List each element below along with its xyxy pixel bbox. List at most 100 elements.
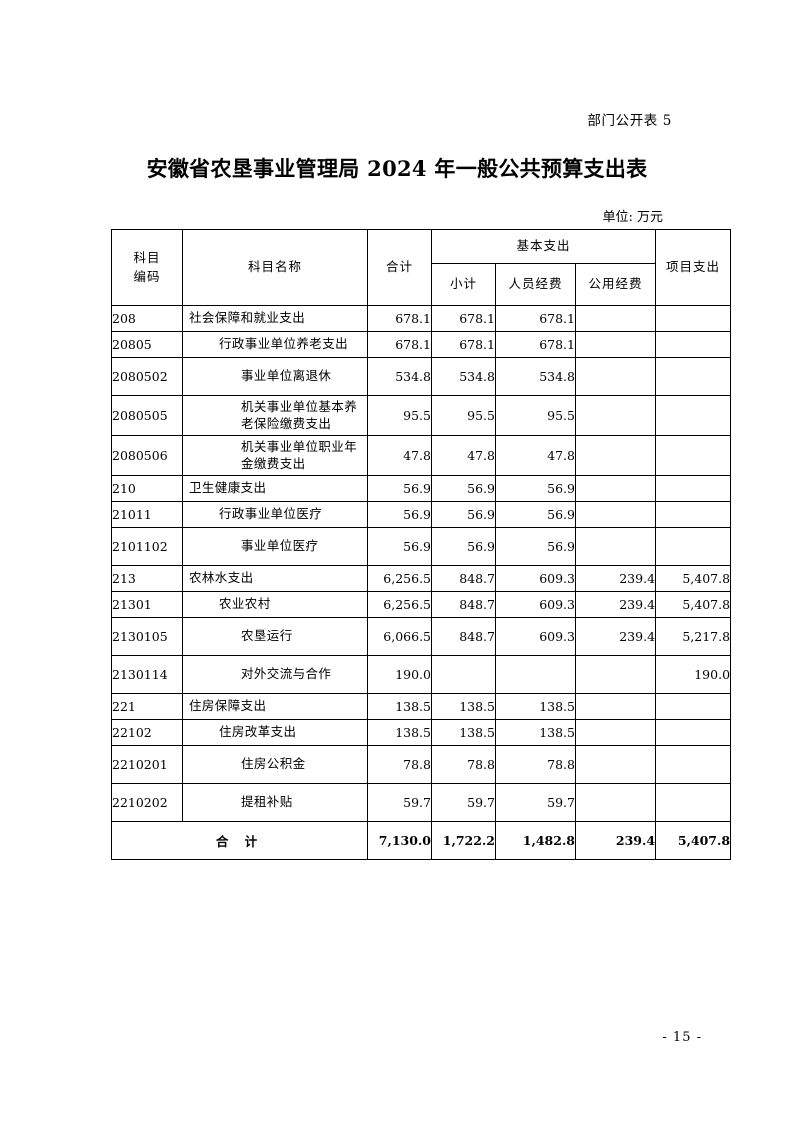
- cell-subject-name: 对外交流与合作: [182, 655, 368, 694]
- cell-personnel: 56.9: [495, 475, 576, 502]
- cell-subtotal: 678.1: [431, 331, 496, 358]
- cell-subject-code: 20805: [111, 331, 183, 358]
- column-header-subtotal: 小计: [431, 263, 496, 306]
- cell-subject-name: 农业农村: [182, 591, 368, 618]
- cell-subject-name: 农垦运行: [182, 617, 368, 656]
- cell-project: [655, 435, 732, 476]
- cell-subject-code: 2080505: [111, 395, 183, 436]
- column-header-personnel: 人员经费: [495, 263, 576, 306]
- table-row: 2101102 事业单位医疗 56.9 56.9 56.9: [111, 527, 732, 566]
- cell-subtotal: 534.8: [431, 357, 496, 396]
- cell-personnel: 59.7: [495, 783, 576, 822]
- total-public: 239.4: [574, 821, 657, 860]
- cell-subtotal: 56.9: [431, 475, 496, 502]
- cell-personnel: 678.1: [495, 305, 576, 332]
- column-header-basic-expenditure: 基本支出: [430, 229, 657, 264]
- cell-personnel: 56.9: [495, 501, 576, 528]
- cell-subject-name: 行政事业单位医疗: [182, 501, 368, 528]
- cell-subtotal: 848.7: [431, 591, 496, 618]
- budget-table-container: 科目 编码 科目名称 合计 基本支出 项目支出 小计 人员经费 公用经费 208…: [111, 229, 732, 860]
- cell-personnel: 95.5: [495, 395, 576, 436]
- cell-total: 6,256.5: [367, 591, 432, 618]
- cell-personnel: 47.8: [495, 435, 576, 476]
- column-header-project: 项目支出: [655, 229, 732, 306]
- cell-subject-name: 提租补贴: [182, 783, 368, 822]
- cell-subject-code: 22102: [111, 719, 183, 746]
- cell-project: [655, 357, 732, 396]
- cell-personnel: 609.3: [495, 565, 576, 592]
- cell-public: [574, 357, 657, 396]
- cell-total: 95.5: [367, 395, 432, 436]
- cell-subtotal: 678.1: [431, 305, 496, 332]
- cell-subtotal: 848.7: [431, 565, 496, 592]
- cell-public: [574, 501, 657, 528]
- cell-personnel: 609.3: [495, 617, 576, 656]
- cell-subject-name: 事业单位离退休: [182, 357, 368, 396]
- cell-subject-name: 住房公积金: [182, 745, 368, 784]
- total-personnel: 1,482.8: [495, 821, 576, 860]
- document-header-note: 部门公开表 5: [587, 113, 672, 129]
- cell-public: 239.4: [574, 617, 657, 656]
- cell-project: [655, 693, 732, 720]
- table-header: 科目 编码 科目名称 合计 基本支出 项目支出 小计 人员经费 公用经费: [111, 229, 732, 306]
- cell-public: [574, 745, 657, 784]
- cell-subject-code: 2101102: [111, 527, 183, 566]
- table-row: 2210201 住房公积金 78.8 78.8 78.8: [111, 745, 732, 784]
- cell-personnel: 534.8: [495, 357, 576, 396]
- table-row: 2210202 提租补贴 59.7 59.7 59.7: [111, 783, 732, 822]
- table-row: 22102 住房改革支出 138.5 138.5 138.5: [111, 719, 732, 746]
- cell-total: 56.9: [367, 501, 432, 528]
- budget-table: 科目 编码 科目名称 合计 基本支出 项目支出 小计 人员经费 公用经费 208…: [111, 229, 732, 860]
- cell-public: [574, 475, 657, 502]
- cell-total: 190.0: [367, 655, 432, 694]
- cell-subject-name: 社会保障和就业支出: [182, 305, 368, 332]
- cell-subtotal: [431, 655, 496, 694]
- cell-subject-code: 208: [111, 305, 183, 332]
- cell-total: 47.8: [367, 435, 432, 476]
- cell-subject-code: 21011: [111, 501, 183, 528]
- cell-project: [655, 719, 732, 746]
- cell-subject-name: 卫生健康支出: [182, 475, 368, 502]
- cell-subject-code: 2210201: [111, 745, 183, 784]
- cell-subject-name: 行政事业单位养老支出: [182, 331, 368, 358]
- cell-subject-name: 机关事业单位职业年金缴费支出: [182, 435, 368, 476]
- table-row: 210 卫生健康支出 56.9 56.9 56.9: [111, 475, 732, 502]
- table-row: 21011 行政事业单位医疗 56.9 56.9 56.9: [111, 501, 732, 528]
- cell-public: [574, 719, 657, 746]
- cell-subject-name: 机关事业单位基本养老保险缴费支出: [182, 395, 368, 436]
- cell-personnel: 678.1: [495, 331, 576, 358]
- cell-total: 678.1: [367, 331, 432, 358]
- cell-subtotal: 78.8: [431, 745, 496, 784]
- cell-subtotal: 138.5: [431, 693, 496, 720]
- page-title: 安徽省农垦事业管理局 2024 年一般公共预算支出表: [146, 156, 648, 181]
- table-row: 2130114 对外交流与合作 190.0 190.0: [111, 655, 732, 694]
- cell-subject-code: 210: [111, 475, 183, 502]
- cell-project: [655, 783, 732, 822]
- cell-subject-code: 2080506: [111, 435, 183, 476]
- cell-subtotal: 47.8: [431, 435, 496, 476]
- cell-total: 6,066.5: [367, 617, 432, 656]
- cell-total: 138.5: [367, 693, 432, 720]
- cell-subject-code: 2080502: [111, 357, 183, 396]
- cell-personnel: [495, 655, 576, 694]
- cell-personnel: 138.5: [495, 693, 576, 720]
- cell-total: 534.8: [367, 357, 432, 396]
- cell-project: [655, 395, 732, 436]
- cell-subtotal: 95.5: [431, 395, 496, 436]
- column-header-total: 合计: [367, 229, 432, 306]
- cell-subject-name: 住房保障支出: [182, 693, 368, 720]
- table-row: 221 住房保障支出 138.5 138.5 138.5: [111, 693, 732, 720]
- cell-project: 5,407.8: [655, 591, 732, 618]
- cell-public: [574, 527, 657, 566]
- cell-project: 5,217.8: [655, 617, 732, 656]
- cell-public: [574, 783, 657, 822]
- cell-project: [655, 501, 732, 528]
- cell-subject-name: 事业单位医疗: [182, 527, 368, 566]
- table-row: 2080505 机关事业单位基本养老保险缴费支出 95.5 95.5 95.5: [111, 395, 732, 436]
- cell-subject-code: 213: [111, 565, 183, 592]
- total-label: 合 计: [111, 821, 368, 860]
- cell-total: 138.5: [367, 719, 432, 746]
- total-project: 5,407.8: [655, 821, 732, 860]
- table-row: 2130105 农垦运行 6,066.5 848.7 609.3 239.4 5,217.8: [111, 617, 732, 656]
